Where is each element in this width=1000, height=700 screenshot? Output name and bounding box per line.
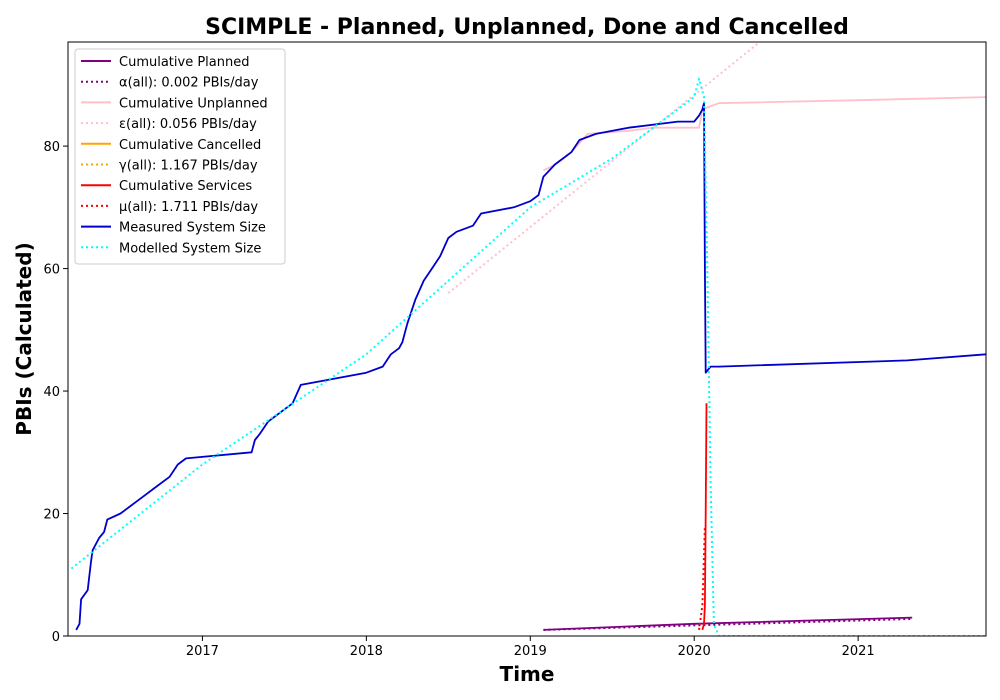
y-tick-label: 20 xyxy=(43,508,60,523)
x-axis-ticks: 2017 2018 2019 2020 2021 xyxy=(186,636,875,659)
x-axis-label: Time xyxy=(500,662,555,686)
y-tick-label: 40 xyxy=(43,385,60,400)
y-axis-label: PBIs (Calculated) xyxy=(12,242,36,435)
axes-frame xyxy=(67,41,987,637)
series-line-modelled-system-size xyxy=(70,77,986,636)
legend: Cumulative Planned α(all): 0.002 PBIs/day… xyxy=(74,48,286,265)
series-line-cumulative-unplanned xyxy=(542,96,986,172)
legend-label: Measured System Size xyxy=(119,221,266,236)
series-layer xyxy=(70,42,986,636)
series-line-cumulative-services xyxy=(701,403,708,631)
y-axis-ticks: 0 20 40 60 80 xyxy=(43,140,68,645)
series-line-all-0-056-pbis-day xyxy=(447,42,761,294)
legend-label: μ(all): 1.711 PBIs/day xyxy=(119,200,258,215)
legend-box xyxy=(74,48,286,265)
x-tick-label: 2017 xyxy=(186,644,219,659)
series-line-all-0-002-pbis-day xyxy=(543,617,913,631)
y-tick-label: 0 xyxy=(52,630,60,645)
series-line-measured-system-size xyxy=(75,102,986,631)
x-tick-label: 2021 xyxy=(842,644,875,659)
legend-label: Cumulative Planned xyxy=(119,55,249,70)
chart-title: SCIMPLE - Planned, Unplanned, Done and C… xyxy=(205,15,849,40)
x-tick-label: 2019 xyxy=(514,644,547,659)
legend-label: γ(all): 1.167 PBIs/day xyxy=(119,159,258,174)
y-tick-label: 80 xyxy=(43,140,60,155)
legend-label: Cumulative Cancelled xyxy=(119,138,261,153)
legend-label: Modelled System Size xyxy=(119,241,261,256)
x-tick-label: 2018 xyxy=(350,644,383,659)
legend-label: ε(all): 0.056 PBIs/day xyxy=(119,117,257,132)
legend-label: Cumulative Services xyxy=(119,179,252,194)
legend-label: α(all): 0.002 PBIs/day xyxy=(119,76,259,91)
legend-label: Cumulative Unplanned xyxy=(119,96,268,111)
x-tick-label: 2020 xyxy=(678,644,711,659)
y-tick-label: 60 xyxy=(43,263,60,278)
